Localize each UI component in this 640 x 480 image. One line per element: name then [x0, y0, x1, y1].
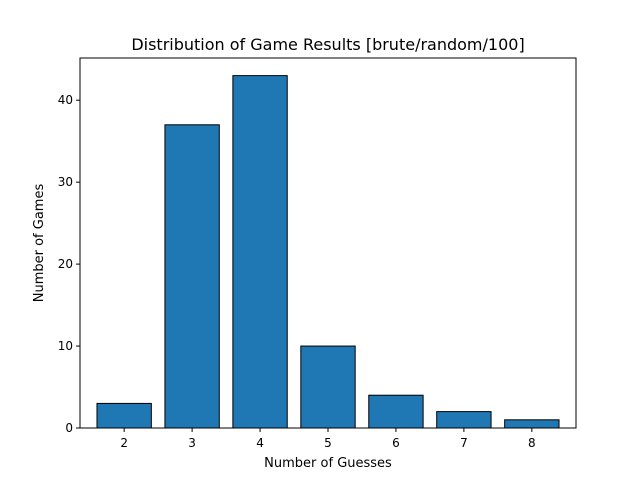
- x-tick-label: 6: [392, 436, 400, 450]
- bar-5: [300, 345, 356, 429]
- y-tick-label: 40: [58, 93, 73, 107]
- chart-title: Distribution of Game Results [brute/rand…: [131, 35, 524, 54]
- y-tick-label: 10: [58, 339, 73, 353]
- y-tick-label: 20: [58, 257, 73, 271]
- bar-8: [504, 419, 560, 429]
- bar-6: [368, 394, 424, 429]
- x-tick-label: 4: [256, 436, 264, 450]
- bar-2: [96, 402, 152, 429]
- x-tick-label: 5: [324, 436, 332, 450]
- x-axis-ticks: 2 3 4 5 6 7 8: [120, 428, 536, 450]
- x-tick-label: 7: [460, 436, 468, 450]
- x-tick-label: 3: [188, 436, 196, 450]
- bar-4: [232, 75, 288, 429]
- y-axis-ticks: 0 10 20 30 40: [58, 93, 80, 435]
- x-axis-label: Number of Guesses: [264, 456, 392, 471]
- bars-group: [96, 75, 560, 429]
- bar-7: [436, 411, 492, 429]
- bar-3: [164, 124, 220, 429]
- y-axis-label: Number of Games: [32, 184, 47, 303]
- y-tick-label: 0: [65, 421, 73, 435]
- x-tick-label: 2: [120, 436, 128, 450]
- x-tick-label: 8: [528, 436, 536, 450]
- y-tick-label: 30: [58, 175, 73, 189]
